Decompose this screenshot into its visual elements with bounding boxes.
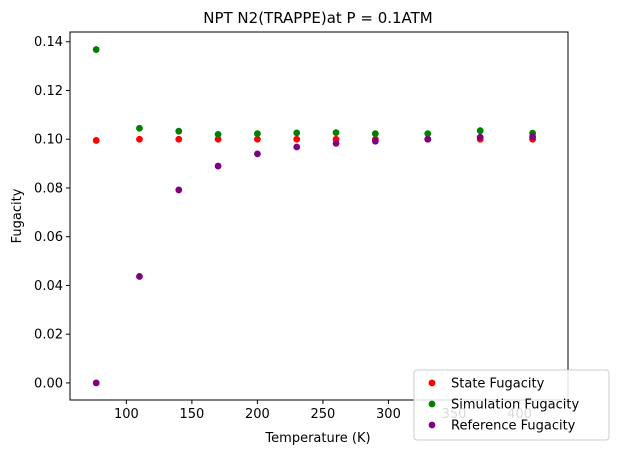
- reference-fugacity-point: [529, 133, 537, 141]
- legend-marker-reference-fugacity: [428, 421, 436, 429]
- legend: State Fugacity Simulation Fugacity Referen…: [413, 369, 610, 441]
- reference-fugacity-point: [293, 143, 301, 151]
- y-tick-label: 0.04: [34, 279, 63, 294]
- state-fugacity-point: [92, 137, 100, 144]
- simulation-fugacity-point: [293, 129, 301, 137]
- x-tick-label: 200: [245, 407, 270, 422]
- x-tick-label: 300: [376, 407, 401, 422]
- legend-label-reference-fugacity: Reference Fugacity: [451, 419, 576, 434]
- simulation-fugacity-point: [424, 130, 432, 138]
- y-tick-label: 0.10: [34, 133, 63, 148]
- simulation-fugacity-point: [476, 127, 484, 135]
- simulation-fugacity-point: [136, 124, 143, 132]
- y-tick-label: 0.02: [34, 328, 63, 343]
- x-axis-label: Temperature (K): [264, 431, 370, 446]
- legend-label-simulation-fugacity: Simulation Fugacity: [451, 398, 579, 413]
- reference-fugacity-point: [371, 137, 379, 145]
- y-tick-label: 0.12: [34, 84, 63, 99]
- legend-box: [413, 369, 610, 441]
- legend-marker-state-fugacity: [428, 379, 436, 387]
- data-points: [92, 46, 537, 387]
- reference-fugacity-point: [136, 273, 143, 280]
- reference-fugacity-point: [92, 379, 100, 387]
- simulation-fugacity-point: [254, 130, 261, 138]
- plot-area: [69, 31, 569, 401]
- x-tick-label: 100: [114, 407, 139, 422]
- state-fugacity-point: [175, 135, 183, 143]
- simulation-fugacity-point: [332, 129, 340, 137]
- state-fugacity-point: [214, 135, 222, 143]
- simulation-fugacity-point: [92, 46, 100, 53]
- y-tick-label: 0.00: [34, 376, 63, 391]
- x-tick-label: 150: [179, 407, 204, 422]
- y-tick-label: 0.14: [34, 35, 63, 50]
- reference-fugacity-point: [332, 139, 340, 147]
- reference-fugacity-point: [424, 135, 432, 143]
- reference-fugacity-point: [214, 162, 222, 170]
- chart-title: NPT N2(TRAPPE)at P = 0.1ATM: [203, 9, 433, 27]
- state-fugacity-point: [293, 135, 301, 143]
- simulation-fugacity-point: [371, 130, 379, 138]
- state-fugacity-point: [136, 135, 143, 143]
- reference-fugacity-point: [476, 133, 484, 141]
- x-tick-label: 250: [311, 407, 336, 422]
- simulation-fugacity-point: [214, 130, 222, 138]
- legend-marker-simulation-fugacity: [428, 400, 436, 408]
- reference-fugacity-point: [175, 186, 183, 194]
- legend-label-state-fugacity: State Fugacity: [451, 377, 545, 392]
- y-tick-label: 0.06: [34, 230, 63, 245]
- state-fugacity-point: [254, 135, 261, 143]
- y-axis-label: Fugacity: [10, 188, 25, 243]
- reference-fugacity-point: [254, 150, 261, 158]
- y-tick-label: 0.08: [34, 181, 63, 196]
- y-axis: 0.00 0.02 0.04 0.06 0.08 0.10 0.12 0.14: [34, 35, 70, 391]
- simulation-fugacity-point: [175, 127, 183, 135]
